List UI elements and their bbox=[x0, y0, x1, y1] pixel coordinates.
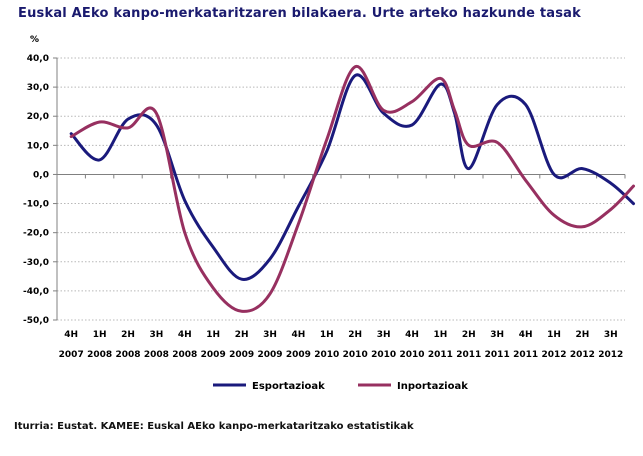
y-tick-label: -10,0 bbox=[23, 200, 49, 210]
x-tick-label-quarter: 1H bbox=[93, 330, 107, 340]
x-tick-label-quarter: 1H bbox=[547, 330, 561, 340]
y-axis-label: % bbox=[30, 35, 39, 45]
y-tick-label: 40,0 bbox=[27, 54, 49, 64]
x-tick-label-year: 2009 bbox=[286, 350, 311, 360]
x-tick-label-year: 2012 bbox=[598, 350, 623, 360]
x-tick-label-quarter: 4H bbox=[292, 330, 306, 340]
x-tick-label-quarter: 2H bbox=[462, 330, 476, 340]
x-tick-label-quarter: 2H bbox=[235, 330, 249, 340]
x-tick-label-quarter: 2H bbox=[576, 330, 590, 340]
x-tick-label-quarter: 4H bbox=[178, 330, 192, 340]
x-tick-label-year: 2011 bbox=[485, 350, 510, 360]
x-tick-label-year: 2008 bbox=[172, 350, 197, 360]
y-tick-label: 30,0 bbox=[27, 83, 49, 93]
y-tick-label: -50,0 bbox=[23, 316, 49, 326]
chart-title: Euskal AEko kanpo-merkataritzaren bilaka… bbox=[18, 6, 581, 21]
y-axis-unit-label: % bbox=[30, 35, 39, 45]
y-tick-label: -40,0 bbox=[23, 287, 49, 297]
x-tick-label-quarter: 1H bbox=[206, 330, 220, 340]
axes bbox=[53, 57, 626, 321]
x-tick-label-year: 2011 bbox=[456, 350, 481, 360]
series-line-esportazioak bbox=[69, 73, 635, 281]
x-tick-label-year: 2012 bbox=[570, 350, 595, 360]
y-tick-label: -30,0 bbox=[23, 258, 49, 268]
x-tick-label-year: 2008 bbox=[87, 350, 112, 360]
y-tick-label: 10,0 bbox=[27, 141, 49, 151]
x-tick-label-year: 2009 bbox=[229, 350, 254, 360]
x-tick-label-year: 2008 bbox=[144, 350, 169, 360]
x-tick-label-quarter: 3H bbox=[263, 330, 277, 340]
source-note: Iturria: Eustat. KAMEE: Euskal AEko kanp… bbox=[14, 421, 414, 432]
x-tick-label-year: 2010 bbox=[371, 350, 396, 360]
x-tick-label-quarter: 4H bbox=[405, 330, 419, 340]
legend-label-esportazioak: Esportazioak bbox=[252, 381, 325, 392]
x-tick-label-quarter: 3H bbox=[150, 330, 164, 340]
y-tick-label: 20,0 bbox=[27, 112, 49, 122]
x-tick-label-quarter: 1H bbox=[434, 330, 448, 340]
x-tick-label-quarter: 4H bbox=[519, 330, 533, 340]
x-tick-label-quarter: 2H bbox=[348, 330, 362, 340]
x-tick-label-year: 2011 bbox=[513, 350, 538, 360]
x-tick-label-year: 2010 bbox=[399, 350, 424, 360]
x-tick-labels: 4H 2007 1H 2008 2H 2008 3H 2008 4H 2008 1H 2009 2H 20… bbox=[59, 330, 624, 360]
x-tick-label-quarter: 1H bbox=[320, 330, 334, 340]
series-line-inportazioak bbox=[69, 65, 635, 313]
y-tick-label: -20,0 bbox=[23, 229, 49, 239]
x-tick-label-quarter: 3H bbox=[604, 330, 618, 340]
x-tick-label-year: 2007 bbox=[59, 350, 84, 360]
x-tick-label-quarter: 2H bbox=[121, 330, 135, 340]
series-lines bbox=[69, 65, 635, 313]
x-tick-label-quarter: 4H bbox=[64, 330, 78, 340]
legend: Esportazioak Inportazioak bbox=[213, 381, 468, 392]
x-tick-label-year: 2008 bbox=[115, 350, 140, 360]
y-tick-labels: 40,0 30,0 20,0 10,0 0,0 -10,0 -20,0 -30,0 -40,0 -… bbox=[23, 54, 49, 326]
x-tick-label-quarter: 3H bbox=[377, 330, 391, 340]
x-tick-label-year: 2012 bbox=[541, 350, 566, 360]
x-tick-label-year: 2010 bbox=[343, 350, 368, 360]
y-tick-label: 0,0 bbox=[33, 170, 49, 180]
x-tick-label-year: 2009 bbox=[257, 350, 282, 360]
x-tick-label-year: 2011 bbox=[428, 350, 453, 360]
x-tick-label-year: 2009 bbox=[201, 350, 226, 360]
x-tick-label-quarter: 3H bbox=[490, 330, 504, 340]
legend-label-inportazioak: Inportazioak bbox=[397, 381, 468, 392]
x-tick-label-year: 2010 bbox=[314, 350, 339, 360]
